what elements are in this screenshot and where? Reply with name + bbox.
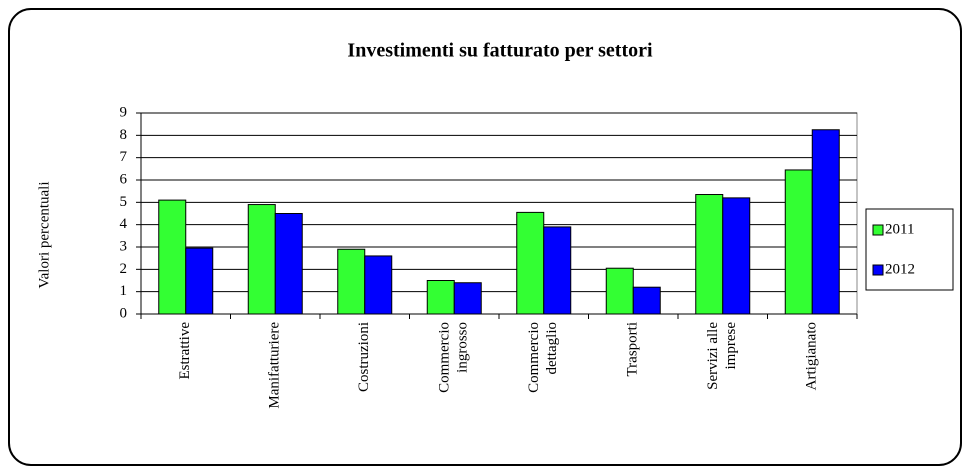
bar [364,255,393,315]
bar [811,129,840,315]
legend-swatch [872,264,884,276]
y-tick-label: 5 [120,194,128,210]
x-tick-label: Commercio [526,322,542,393]
bar [185,247,214,315]
bar [516,211,545,315]
bar [453,282,482,315]
x-tick-label: Costruzioni [356,322,372,392]
y-tick-label: 7 [120,149,128,165]
legend-label: 2012 [885,261,915,277]
x-tick-label: dettaglio [544,322,560,375]
x-tick-label: imprese [723,322,739,370]
x-tick-label: Servizi alle [705,322,721,390]
y-tick-label: 8 [120,127,128,143]
bar [337,248,366,315]
y-tick-label: 0 [120,305,128,321]
bar [632,286,661,315]
x-tick-label: ingrosso [455,322,471,373]
bar [695,194,724,315]
legend-label: 2011 [885,221,914,237]
legend-box [865,208,954,291]
legend-swatch [872,224,884,236]
y-tick-label: 6 [120,171,128,187]
bar [247,204,276,315]
y-tick-label: 4 [120,216,128,232]
bar [543,226,572,315]
y-tick-label: 3 [120,238,128,254]
x-tick-label: Trasporti [625,322,641,376]
y-tick-label: 2 [120,261,128,277]
x-tick-label: Estrattive [177,322,193,380]
bar [158,199,187,315]
x-tick-label: Manifatturiere [267,322,283,409]
bar [605,267,634,315]
bar [426,280,455,315]
y-tick-label: 9 [120,104,128,120]
y-axis-label: Valori percentuali [36,181,52,288]
x-tick-label: Commercio [437,322,453,393]
chart-title: Investimenti su fatturato per settori [347,40,653,62]
bar [784,169,813,315]
bar [722,197,751,315]
x-tick-label: Artigianato [804,322,820,390]
bar [274,213,303,315]
y-tick-label: 1 [120,283,128,299]
